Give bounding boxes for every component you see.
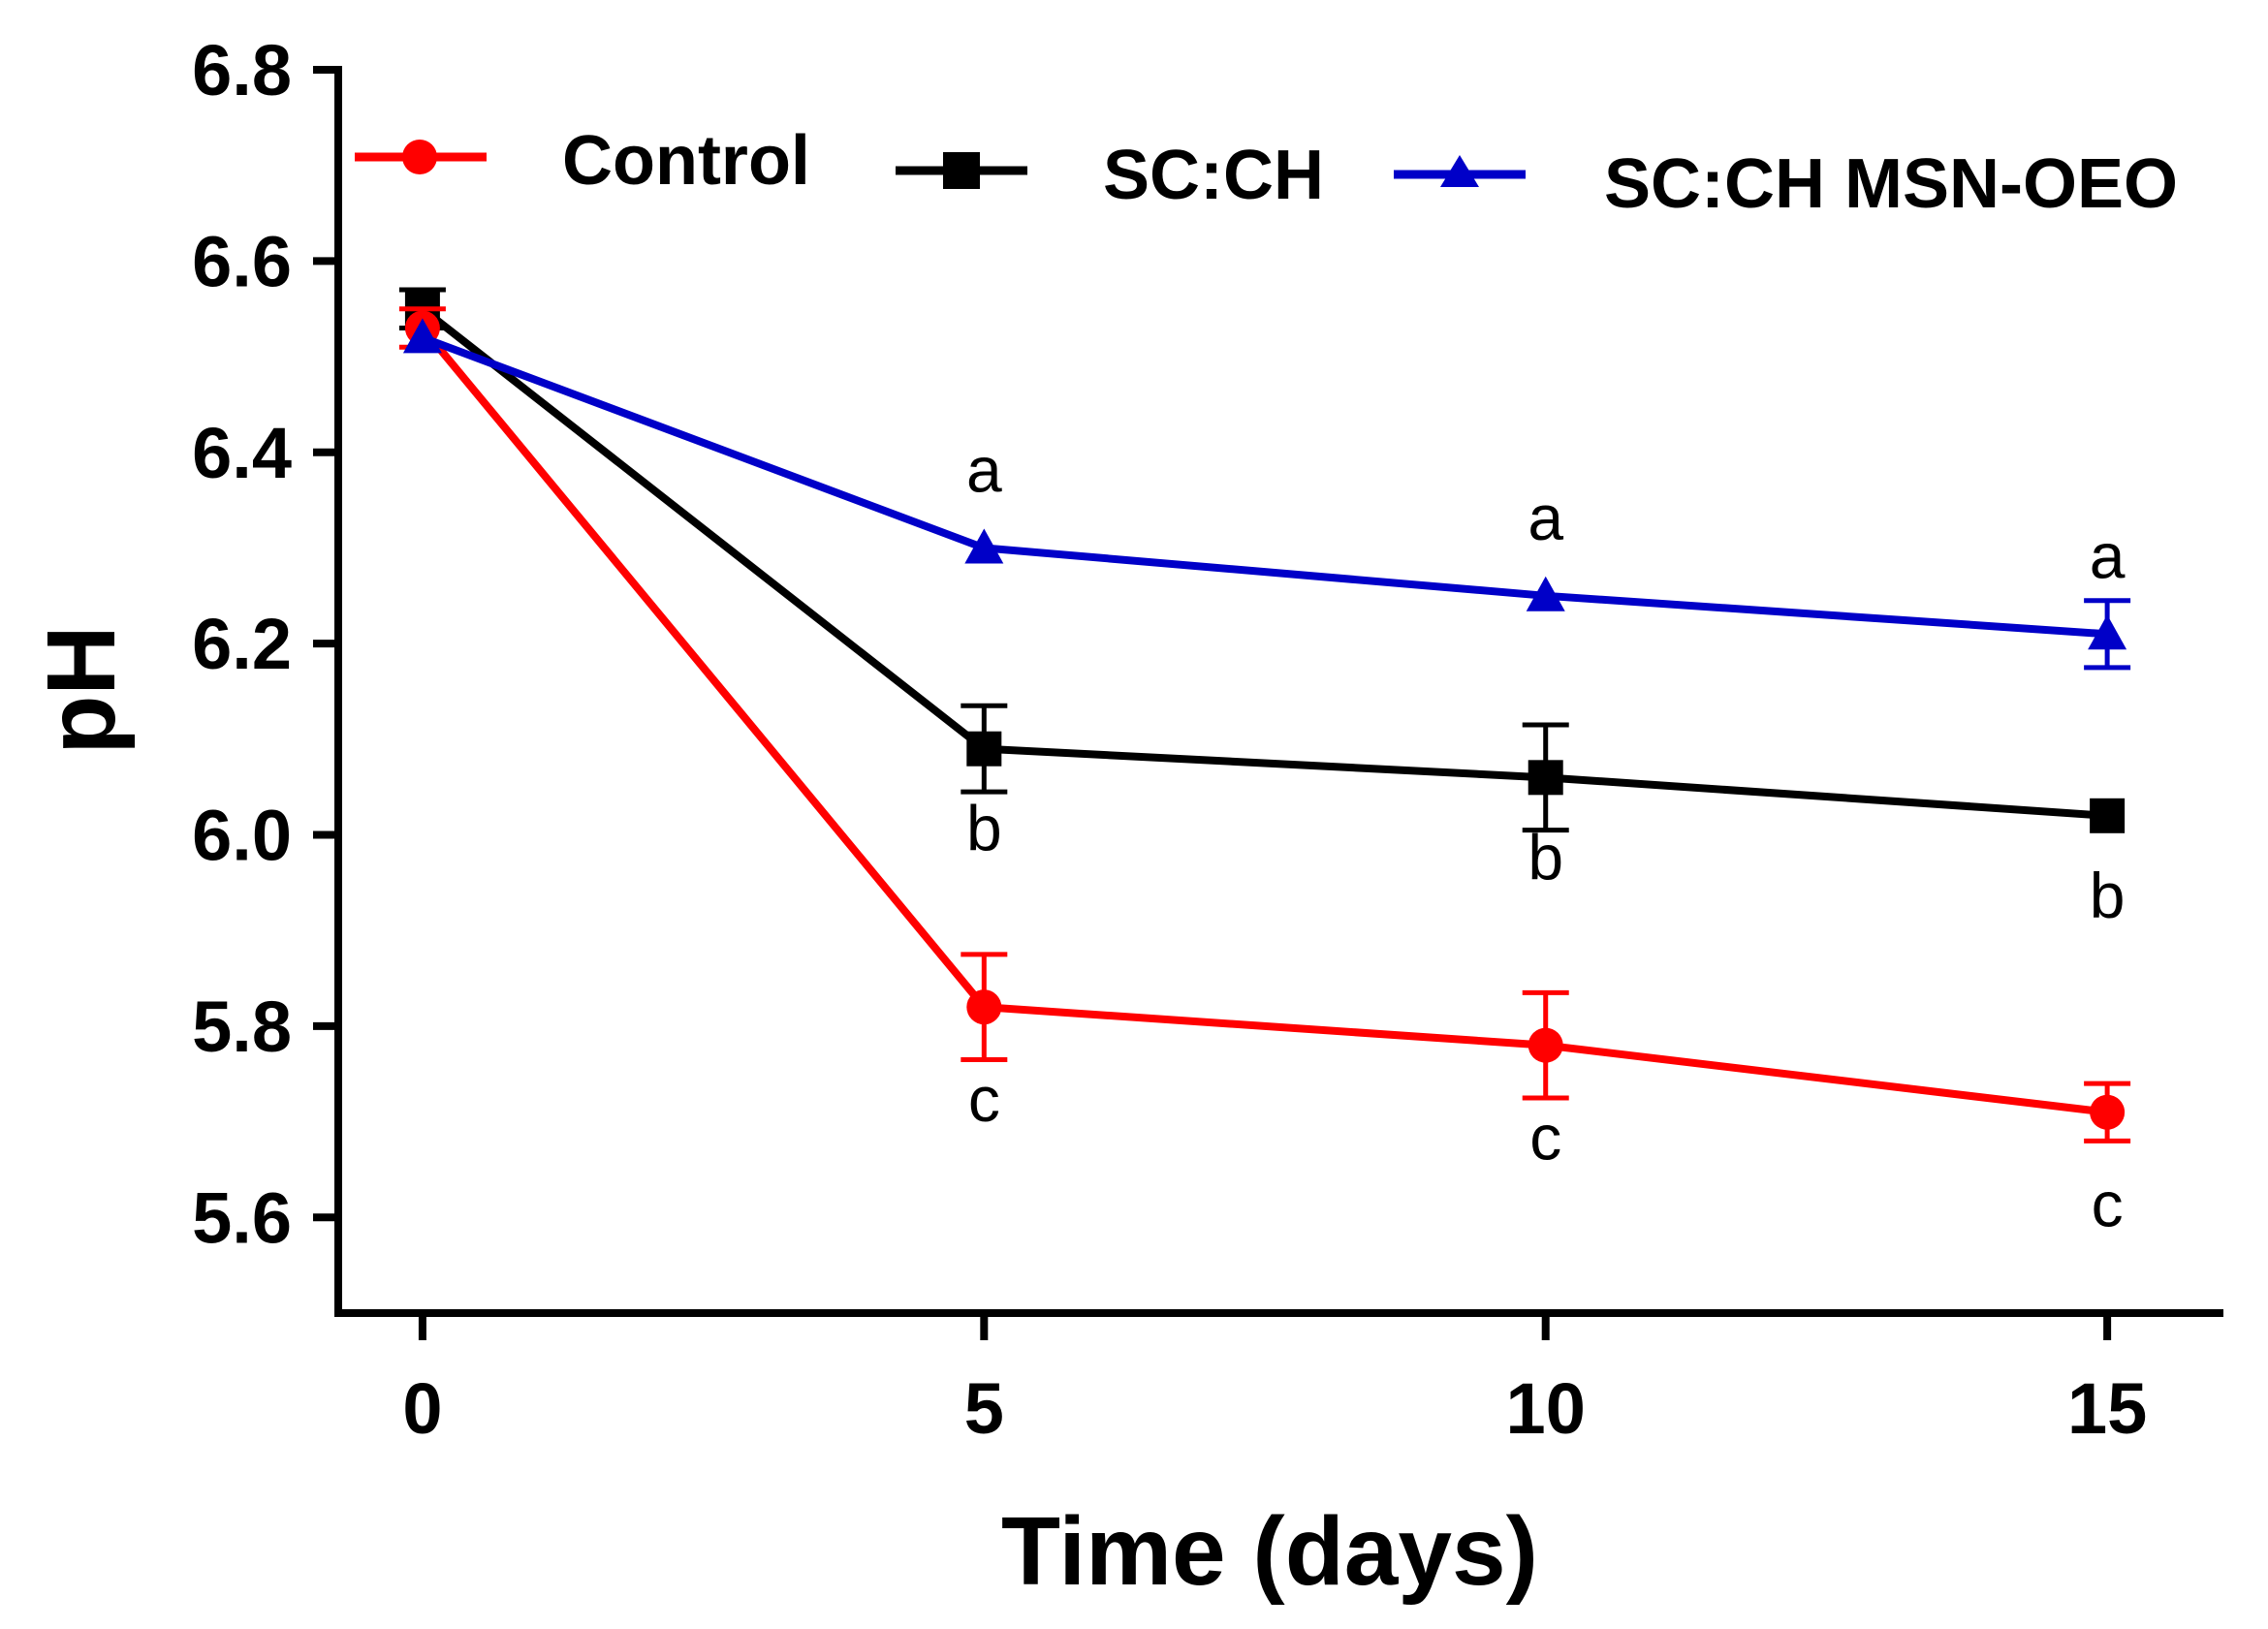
- significance-label: b: [966, 793, 1002, 864]
- significance-label: c: [2092, 1169, 2124, 1240]
- series-control: [398, 306, 2131, 1143]
- y-tick-label: 6.0: [192, 796, 292, 876]
- significance-label: b: [2090, 860, 2126, 931]
- x-axis-title: Time (days): [1001, 1497, 1538, 1606]
- significance-label: a: [1528, 482, 1563, 553]
- y-tick-label: 5.6: [192, 1177, 292, 1258]
- y-tick-label: 5.8: [192, 987, 292, 1067]
- legend-control-marker: [402, 140, 437, 174]
- significance-label: a: [966, 433, 1002, 505]
- y-axis-title: pH: [27, 625, 136, 754]
- y-tick-label: 6.6: [192, 221, 292, 301]
- significance-label: c: [1529, 1102, 1561, 1174]
- x-tick-label: 5: [964, 1368, 1004, 1449]
- data-point: [1528, 760, 1563, 796]
- x-ticks: 0 5 10 15: [402, 1313, 2147, 1449]
- data-point: [966, 989, 1002, 1025]
- data-point: [1528, 1027, 1563, 1063]
- data-point: [402, 318, 442, 354]
- legend-scch-msn-oeo-label: SC:CH MSN-OEO: [1604, 145, 2178, 223]
- x-tick-label: 0: [402, 1368, 442, 1449]
- legend-scch-msn-oeo-marker: [1440, 155, 1479, 187]
- series-line-scch-msn-oeo: [421, 333, 2108, 639]
- significance-label: a: [2090, 519, 2126, 591]
- legend-scch-label: SC:CH: [1103, 137, 1324, 214]
- annotation-layer: b b b c c c a a a: [966, 433, 2126, 1239]
- data-point: [966, 731, 1002, 767]
- y-tick-label: 6.2: [192, 604, 292, 684]
- data-point: [964, 528, 1004, 564]
- x-tick-label: 10: [1506, 1368, 1586, 1449]
- legend-control-label: Control: [562, 122, 810, 200]
- series-line-scch: [420, 305, 2108, 820]
- x-tick-label: 15: [2067, 1368, 2147, 1449]
- y-ticks: 5.6 5.8 6.0 6.2 6.4 6.6 6.8: [192, 30, 338, 1258]
- data-point: [2090, 1094, 2126, 1130]
- series-line-control: [419, 325, 2108, 1116]
- y-tick-label: 6.8: [192, 30, 292, 110]
- data-point: [2088, 614, 2127, 650]
- data-point: [2090, 798, 2126, 833]
- significance-label: b: [1528, 821, 1563, 893]
- data-point: [1526, 576, 1565, 611]
- y-tick-label: 6.4: [192, 413, 292, 493]
- series-scch: [398, 287, 2126, 833]
- significance-label: c: [968, 1063, 1000, 1135]
- legend: Control SC:CH SC:CH MSN-OEO: [355, 122, 2178, 223]
- legend-scch-marker: [943, 152, 980, 189]
- series-layer: [398, 287, 2131, 1143]
- series-scch-msn-oeo: [402, 318, 2131, 671]
